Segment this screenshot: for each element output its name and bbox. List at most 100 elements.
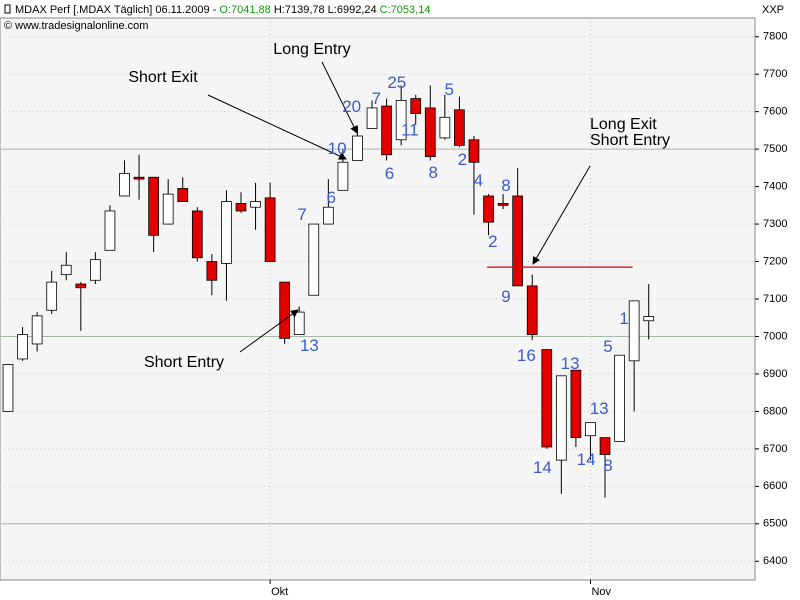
- close-text: C:7053,14: [380, 4, 431, 16]
- candle-body: [366, 107, 378, 129]
- candle-body: [628, 300, 640, 362]
- candle-body: [177, 188, 189, 202]
- count-label: 16: [517, 346, 536, 365]
- candle-body: [352, 135, 363, 161]
- candle-body: [424, 107, 436, 158]
- x-tick-label: Nov: [591, 586, 611, 598]
- corner-label: XXP: [762, 4, 784, 16]
- plot-layer: [0, 18, 755, 580]
- candle-body: [264, 197, 276, 262]
- y-tick-label: 7200: [763, 255, 787, 267]
- open-text: O:7041,88: [219, 4, 270, 16]
- source: © www.tradesignalonline.com: [4, 20, 148, 32]
- y-tick-label: 7300: [763, 218, 787, 230]
- candle-body: [133, 176, 145, 180]
- count-label: 5: [444, 80, 453, 99]
- y-tick-label: 7500: [763, 143, 787, 155]
- plot-area: [0, 17, 756, 581]
- y-tick-label: 7800: [763, 31, 787, 43]
- candle-body: [323, 206, 334, 225]
- candle-body: [308, 223, 320, 296]
- count-label: 2: [488, 232, 497, 251]
- count-label: 8: [501, 176, 510, 195]
- count-label: 6: [385, 164, 394, 183]
- candle-body: [31, 315, 43, 345]
- annotation: Short Entry: [144, 354, 224, 371]
- y-tick-label: 6400: [763, 555, 787, 567]
- count-label: 5: [603, 337, 612, 356]
- count-label: 13: [300, 336, 319, 355]
- candle-body: [293, 311, 305, 335]
- candle-body: [381, 105, 392, 156]
- y-tick-label: 6800: [763, 405, 787, 417]
- header: MDAX Perf [.MDAX Täglich] 06.11.2009 - O…: [15, 4, 430, 16]
- candle-body: [468, 139, 480, 163]
- y-tick-label: 6500: [763, 518, 787, 530]
- count-label: 14: [533, 458, 552, 477]
- count-label: 8: [428, 163, 437, 182]
- count-label: 20: [342, 97, 361, 116]
- arrow: [239, 309, 299, 353]
- candle-body: [541, 349, 553, 448]
- y-tick-label: 6900: [763, 368, 787, 380]
- candle-body: [279, 281, 291, 339]
- candle-body: [614, 354, 625, 442]
- candle-body: [497, 203, 509, 206]
- candle-body: [410, 98, 422, 114]
- count-label: 13: [561, 354, 580, 373]
- count-label: 7: [372, 89, 381, 108]
- high-text: H:7139,78: [274, 4, 325, 16]
- icon: [4, 4, 11, 14]
- candle-body: [90, 259, 101, 281]
- candle-body: [104, 210, 116, 251]
- candle-body: [221, 201, 232, 264]
- candle-body: [599, 437, 611, 455]
- candle-body: [250, 201, 261, 208]
- arrow: [532, 165, 591, 265]
- candle-body: [2, 364, 14, 412]
- candle-body: [60, 264, 72, 276]
- candle-body: [162, 193, 174, 225]
- candle-body: [483, 195, 494, 223]
- candle-body: [570, 369, 582, 439]
- candle-body: [643, 316, 655, 322]
- count-label: 11: [401, 120, 419, 139]
- count-label: 7: [297, 205, 306, 224]
- candle-body: [395, 100, 407, 141]
- count-label: 4: [474, 171, 483, 190]
- y-tick-label: 6600: [763, 480, 787, 492]
- candle-body: [585, 422, 596, 437]
- y-tick-label: 7100: [763, 293, 787, 305]
- y-tick-label: 6700: [763, 443, 787, 455]
- candle-body: [454, 109, 465, 146]
- count-label: 13: [590, 399, 609, 418]
- candle-body: [512, 195, 524, 287]
- candle-body: [17, 334, 28, 360]
- count-label: 25: [387, 73, 406, 92]
- y-tick-label: 7700: [763, 68, 787, 80]
- x-tick-label: Okt: [271, 586, 288, 598]
- candle-body: [555, 375, 567, 461]
- y-tick-label: 7000: [763, 330, 787, 342]
- arrow: [207, 94, 347, 160]
- arrow: [321, 61, 358, 134]
- instrument: MDAX Perf [.MDAX Täglich] 06.11.2009 -: [15, 4, 219, 16]
- y-tick-label: 7600: [763, 106, 787, 118]
- candle-body: [191, 210, 203, 259]
- candle-body: [235, 203, 247, 212]
- count-label: 9: [501, 287, 510, 306]
- candle-body: [75, 283, 87, 289]
- annotation: Long Exit: [590, 116, 657, 133]
- candle-body: [206, 261, 218, 281]
- count-label: 6: [327, 188, 336, 207]
- candle-body: [526, 285, 538, 335]
- y-tick-label: 7400: [763, 181, 787, 193]
- count-label: 8: [603, 456, 612, 475]
- low-text: L:6992,24: [328, 4, 377, 16]
- candle-body: [46, 281, 58, 311]
- annotation: Short Exit: [128, 69, 198, 86]
- candle-body: [119, 173, 130, 197]
- annotation: Short Entry: [590, 132, 670, 149]
